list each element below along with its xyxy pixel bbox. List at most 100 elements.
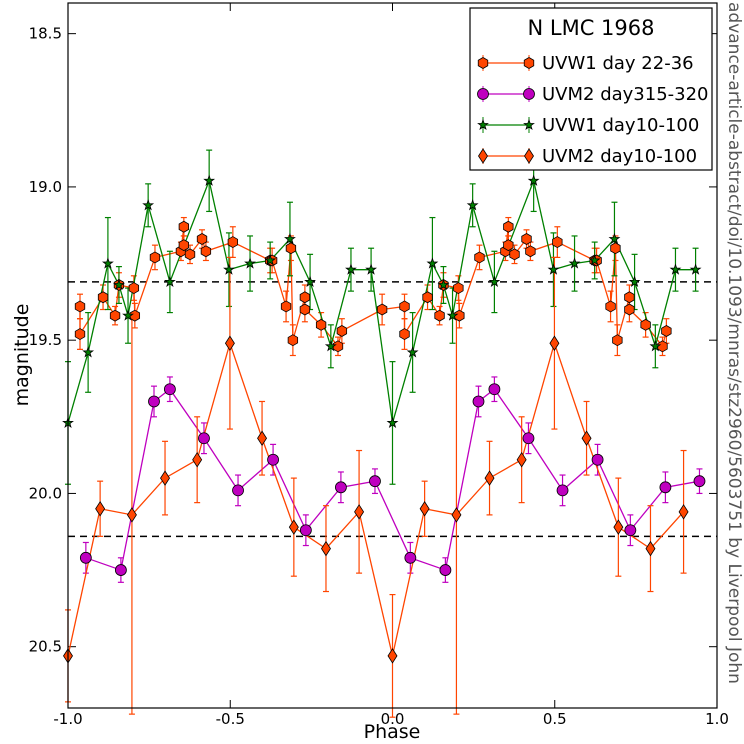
- legend-label: UVM2 day315-320: [542, 84, 709, 105]
- marker: [224, 335, 235, 351]
- marker: [227, 236, 239, 249]
- x-tick-label: -1.0: [53, 710, 82, 728]
- marker: [178, 220, 190, 233]
- marker: [336, 325, 348, 337]
- marker: [422, 291, 433, 304]
- legend-label: UVW1 day 22-36: [542, 53, 694, 74]
- marker: [659, 481, 672, 494]
- marker: [198, 432, 210, 445]
- marker: [547, 263, 560, 275]
- marker: [163, 275, 176, 287]
- legend-title: N LMC 1968: [528, 16, 655, 40]
- marker: [386, 416, 399, 428]
- marker: [454, 309, 465, 322]
- marker: [354, 504, 365, 520]
- marker: [588, 254, 601, 266]
- marker: [287, 334, 299, 347]
- marker: [624, 291, 635, 304]
- marker: [101, 257, 114, 269]
- marker: [406, 346, 419, 358]
- marker: [477, 88, 489, 100]
- marker: [369, 475, 381, 488]
- marker: [466, 199, 479, 211]
- marker: [661, 325, 672, 337]
- marker: [434, 309, 445, 322]
- marker: [527, 174, 540, 186]
- marker: [524, 148, 534, 164]
- y-tick-label: 19.0: [29, 178, 62, 196]
- marker: [304, 275, 316, 287]
- marker: [129, 309, 141, 322]
- marker: [280, 300, 292, 313]
- marker: [264, 254, 277, 266]
- marker: [645, 540, 656, 557]
- marker: [612, 334, 623, 347]
- marker: [474, 251, 485, 264]
- marker: [525, 245, 536, 258]
- y-tick-label: 19.5: [29, 331, 62, 349]
- y-axis-label: magnitude: [11, 304, 33, 407]
- marker: [299, 303, 311, 316]
- marker: [148, 395, 160, 408]
- marker: [516, 451, 527, 468]
- marker: [419, 501, 430, 517]
- marker: [649, 340, 662, 352]
- legend-box: [469, 7, 713, 171]
- marker: [203, 174, 216, 186]
- marker: [315, 318, 327, 331]
- marker: [244, 257, 256, 269]
- marker: [453, 282, 464, 295]
- x-tick-label: 1.0: [705, 710, 729, 728]
- marker: [624, 303, 635, 316]
- marker: [299, 291, 311, 304]
- marker: [523, 57, 535, 69]
- marker: [451, 507, 462, 523]
- marker: [114, 564, 127, 576]
- marker: [376, 303, 388, 316]
- marker: [605, 300, 616, 313]
- marker: [126, 507, 137, 523]
- marker: [288, 519, 299, 535]
- marker: [192, 451, 203, 468]
- marker: [82, 346, 95, 358]
- marker: [689, 263, 702, 275]
- marker: [321, 540, 331, 557]
- legend: N LMC 1968 UVW1 day 22-36 UVM2 day315-320 U…: [469, 7, 713, 171]
- marker: [109, 309, 121, 322]
- marker: [335, 481, 347, 494]
- side-text: advance-article-abstract/doi/10.1093/mnr…: [724, 2, 744, 684]
- marker: [591, 453, 604, 466]
- marker: [399, 300, 410, 313]
- marker: [324, 340, 337, 352]
- marker: [484, 470, 495, 486]
- marker: [223, 263, 235, 275]
- marker: [523, 118, 535, 131]
- marker: [345, 263, 357, 275]
- marker: [568, 257, 581, 269]
- marker: [669, 263, 682, 275]
- marker: [509, 248, 520, 261]
- marker: [613, 519, 624, 535]
- marker: [163, 383, 176, 396]
- marker: [477, 57, 489, 69]
- marker: [128, 282, 140, 295]
- marker: [426, 257, 439, 269]
- series-line: [85, 388, 700, 571]
- marker: [184, 248, 196, 261]
- marker: [200, 245, 212, 258]
- marker: [472, 395, 485, 408]
- marker: [552, 236, 563, 249]
- x-tick-label: 0.0: [381, 710, 405, 728]
- plot-area: [62, 149, 706, 718]
- marker: [332, 340, 344, 353]
- marker: [149, 251, 161, 264]
- marker: [446, 309, 459, 321]
- marker: [404, 551, 417, 564]
- marker: [122, 309, 134, 321]
- marker: [160, 470, 171, 486]
- marker: [488, 383, 501, 396]
- marker: [232, 484, 244, 497]
- marker: [488, 275, 501, 287]
- marker: [503, 239, 514, 252]
- marker: [556, 484, 569, 497]
